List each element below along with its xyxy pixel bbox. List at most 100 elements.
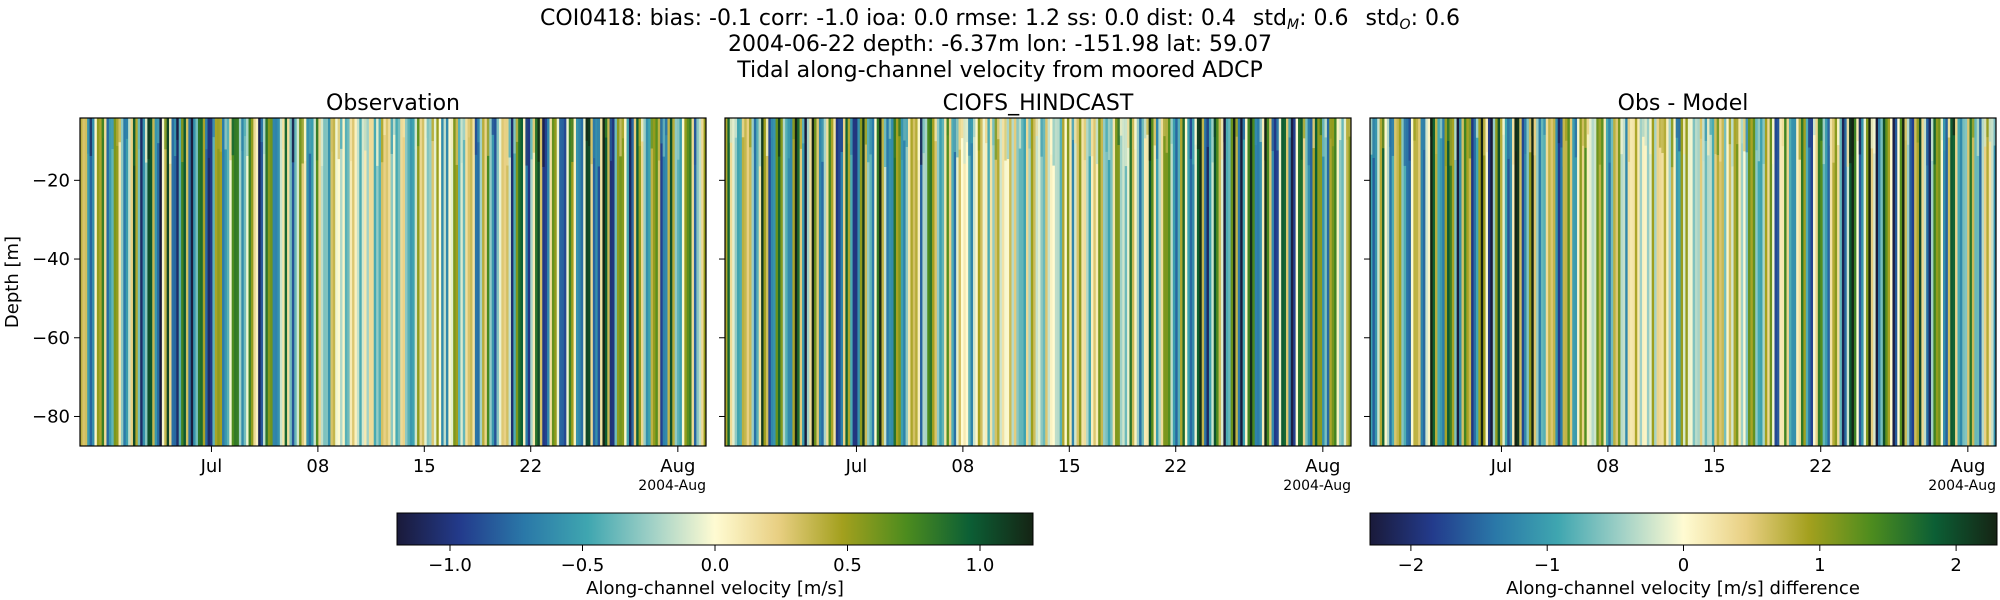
heatmap-column	[137, 118, 141, 446]
heatmap-column	[1408, 118, 1412, 446]
heatmap-column	[850, 118, 854, 446]
heatmap-column	[1016, 118, 1020, 446]
heatmap-column	[1293, 118, 1297, 446]
x-tick-label: Jul	[845, 456, 868, 477]
heatmap-column	[1552, 118, 1556, 446]
heatmap-column	[1565, 118, 1568, 446]
heatmap-column	[585, 118, 589, 446]
heatmap-column	[1480, 118, 1484, 446]
heatmap-column	[120, 118, 124, 446]
heatmap-column	[1081, 118, 1085, 446]
heatmap-column	[253, 118, 257, 446]
colorbar-tick-label: 1	[1814, 555, 1825, 576]
heatmap-column	[173, 118, 177, 446]
heatmap-column	[219, 118, 223, 446]
heatmap-column	[799, 118, 803, 446]
heatmap-column	[436, 118, 440, 446]
heatmap-column	[1649, 118, 1653, 446]
heatmap-column	[1100, 118, 1104, 446]
heatmap-column	[891, 118, 894, 446]
heatmap-column	[1386, 118, 1390, 446]
heatmap-column	[811, 118, 815, 446]
heatmap-column	[1935, 118, 1939, 446]
heatmap-column	[806, 118, 810, 446]
heatmap-column	[874, 118, 878, 446]
heatmap-column	[1918, 118, 1922, 446]
y-tick-label: −40	[32, 249, 70, 270]
heatmap-column	[1967, 118, 1970, 446]
heatmap-column	[1892, 118, 1896, 446]
heatmap-column	[1483, 118, 1486, 446]
heatmap-column	[1986, 118, 1990, 446]
heatmap-column	[164, 118, 168, 446]
heatmap-column	[1172, 118, 1176, 446]
heatmap-column	[489, 118, 493, 446]
heatmap-column	[1938, 118, 1942, 446]
heatmap-column	[159, 118, 163, 446]
heatmap-column	[1914, 118, 1917, 446]
heatmap-column	[1644, 118, 1648, 446]
heatmap-column	[1490, 118, 1494, 446]
heatmap-column	[1516, 118, 1520, 446]
heatmap-column	[1468, 118, 1472, 446]
heatmap-column	[1579, 118, 1583, 446]
heatmap-column	[1038, 118, 1041, 446]
heatmap-column	[1437, 118, 1441, 446]
colorbar-difference: −2 −1 0 1 2 Along-channel velocity [m/s] dif…	[1369, 512, 1998, 599]
heatmap-column	[1213, 118, 1217, 446]
heatmap-column	[657, 118, 661, 446]
heatmap-column	[883, 118, 887, 446]
heatmap-column	[1786, 118, 1790, 446]
heatmap-column	[443, 118, 447, 446]
colorbar-tick-label: 0	[1678, 555, 1689, 576]
heatmap-column	[1451, 118, 1455, 446]
heatmap-column	[626, 118, 630, 446]
heatmap-column	[1921, 118, 1925, 446]
heatmap-column	[679, 118, 683, 446]
heatmap-column	[1141, 118, 1145, 446]
heatmap-column	[1025, 118, 1029, 446]
heatmap-column	[1873, 118, 1877, 446]
heatmap-column	[315, 118, 319, 446]
heatmap-column	[1237, 118, 1241, 446]
heatmap-column	[1805, 118, 1809, 446]
heatmap-column	[1504, 118, 1508, 446]
heatmap-column	[1733, 118, 1737, 446]
heatmap-column	[835, 118, 839, 446]
heatmap-column	[1011, 118, 1015, 446]
heatmap-column	[1899, 118, 1903, 446]
heatmap-column	[390, 118, 394, 446]
heatmap-column	[1666, 118, 1669, 446]
heatmap-column	[1346, 118, 1349, 446]
heatmap-column	[1557, 118, 1561, 446]
heatmap-column	[445, 118, 449, 446]
x-tick-offset-label: 2004-Aug	[638, 478, 706, 494]
heatmap-column	[970, 118, 974, 446]
y-tick-label: −20	[32, 170, 70, 191]
heatmap-column	[84, 118, 88, 446]
heatmap-column	[936, 118, 940, 446]
heatmap-column	[1512, 118, 1515, 446]
heatmap-column	[301, 118, 305, 446]
heatmap-column	[900, 118, 904, 446]
heatmap-column	[809, 118, 813, 446]
heatmap-column	[323, 118, 326, 446]
heatmap-column	[510, 118, 514, 446]
heatmap-column	[458, 118, 461, 446]
heatmap-column	[662, 118, 666, 446]
heatmap-column	[421, 118, 425, 446]
heatmap-column	[554, 118, 558, 446]
heatmap-column	[575, 118, 579, 446]
heatmap-column	[1401, 118, 1405, 446]
heatmap-column	[200, 118, 204, 446]
heatmap-column	[1540, 118, 1544, 446]
heatmap-column	[915, 118, 919, 446]
heatmap-column	[648, 118, 652, 446]
heatmap-column	[1947, 118, 1951, 446]
heatmap-column	[780, 118, 784, 446]
heatmap-column	[828, 118, 832, 446]
heatmap-column	[397, 118, 401, 446]
heatmap-column	[1204, 118, 1207, 446]
heatmap-column	[1851, 118, 1855, 446]
